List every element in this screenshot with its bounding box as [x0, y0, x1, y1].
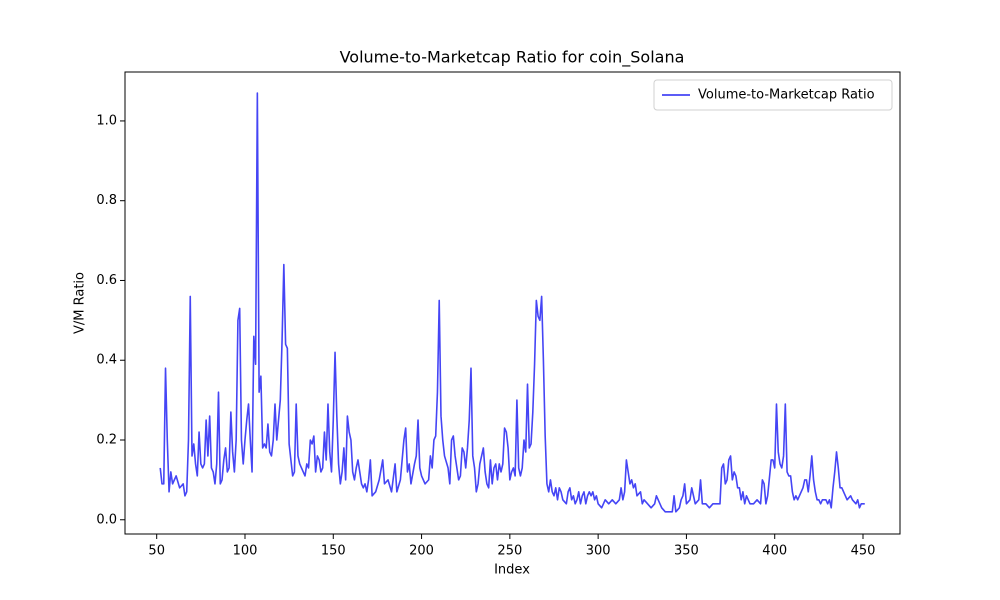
x-axis-label: Index — [494, 563, 530, 578]
y-tick-label: 0.2 — [96, 432, 117, 447]
y-tick-label: 0.4 — [96, 353, 117, 368]
legend-box — [653, 79, 893, 111]
x-tick-label: 450 — [851, 544, 876, 559]
x-tick-label: 100 — [233, 544, 258, 559]
y-axis-label: V/M Ratio — [73, 272, 88, 334]
x-tick-label: 400 — [762, 544, 787, 559]
x-tick-label: 300 — [586, 544, 611, 559]
x-tick-label: 350 — [674, 544, 699, 559]
y-tick-label: 0.8 — [96, 193, 117, 208]
x-tick-label: 200 — [409, 544, 434, 559]
y-tick-label: 0.0 — [96, 512, 117, 527]
y-tick-label: 0.6 — [96, 273, 117, 288]
axes-frame — [124, 71, 901, 535]
y-tick-label: 1.0 — [96, 113, 117, 128]
x-tick-label: 50 — [148, 544, 165, 559]
legend-label: Volume-to-Marketcap Ratio — [698, 88, 875, 103]
x-tick-label: 250 — [497, 544, 522, 559]
x-tick-label: 150 — [321, 544, 346, 559]
data-line — [159, 92, 865, 513]
chart-title: Volume-to-Marketcap Ratio for coin_Solan… — [340, 48, 685, 68]
